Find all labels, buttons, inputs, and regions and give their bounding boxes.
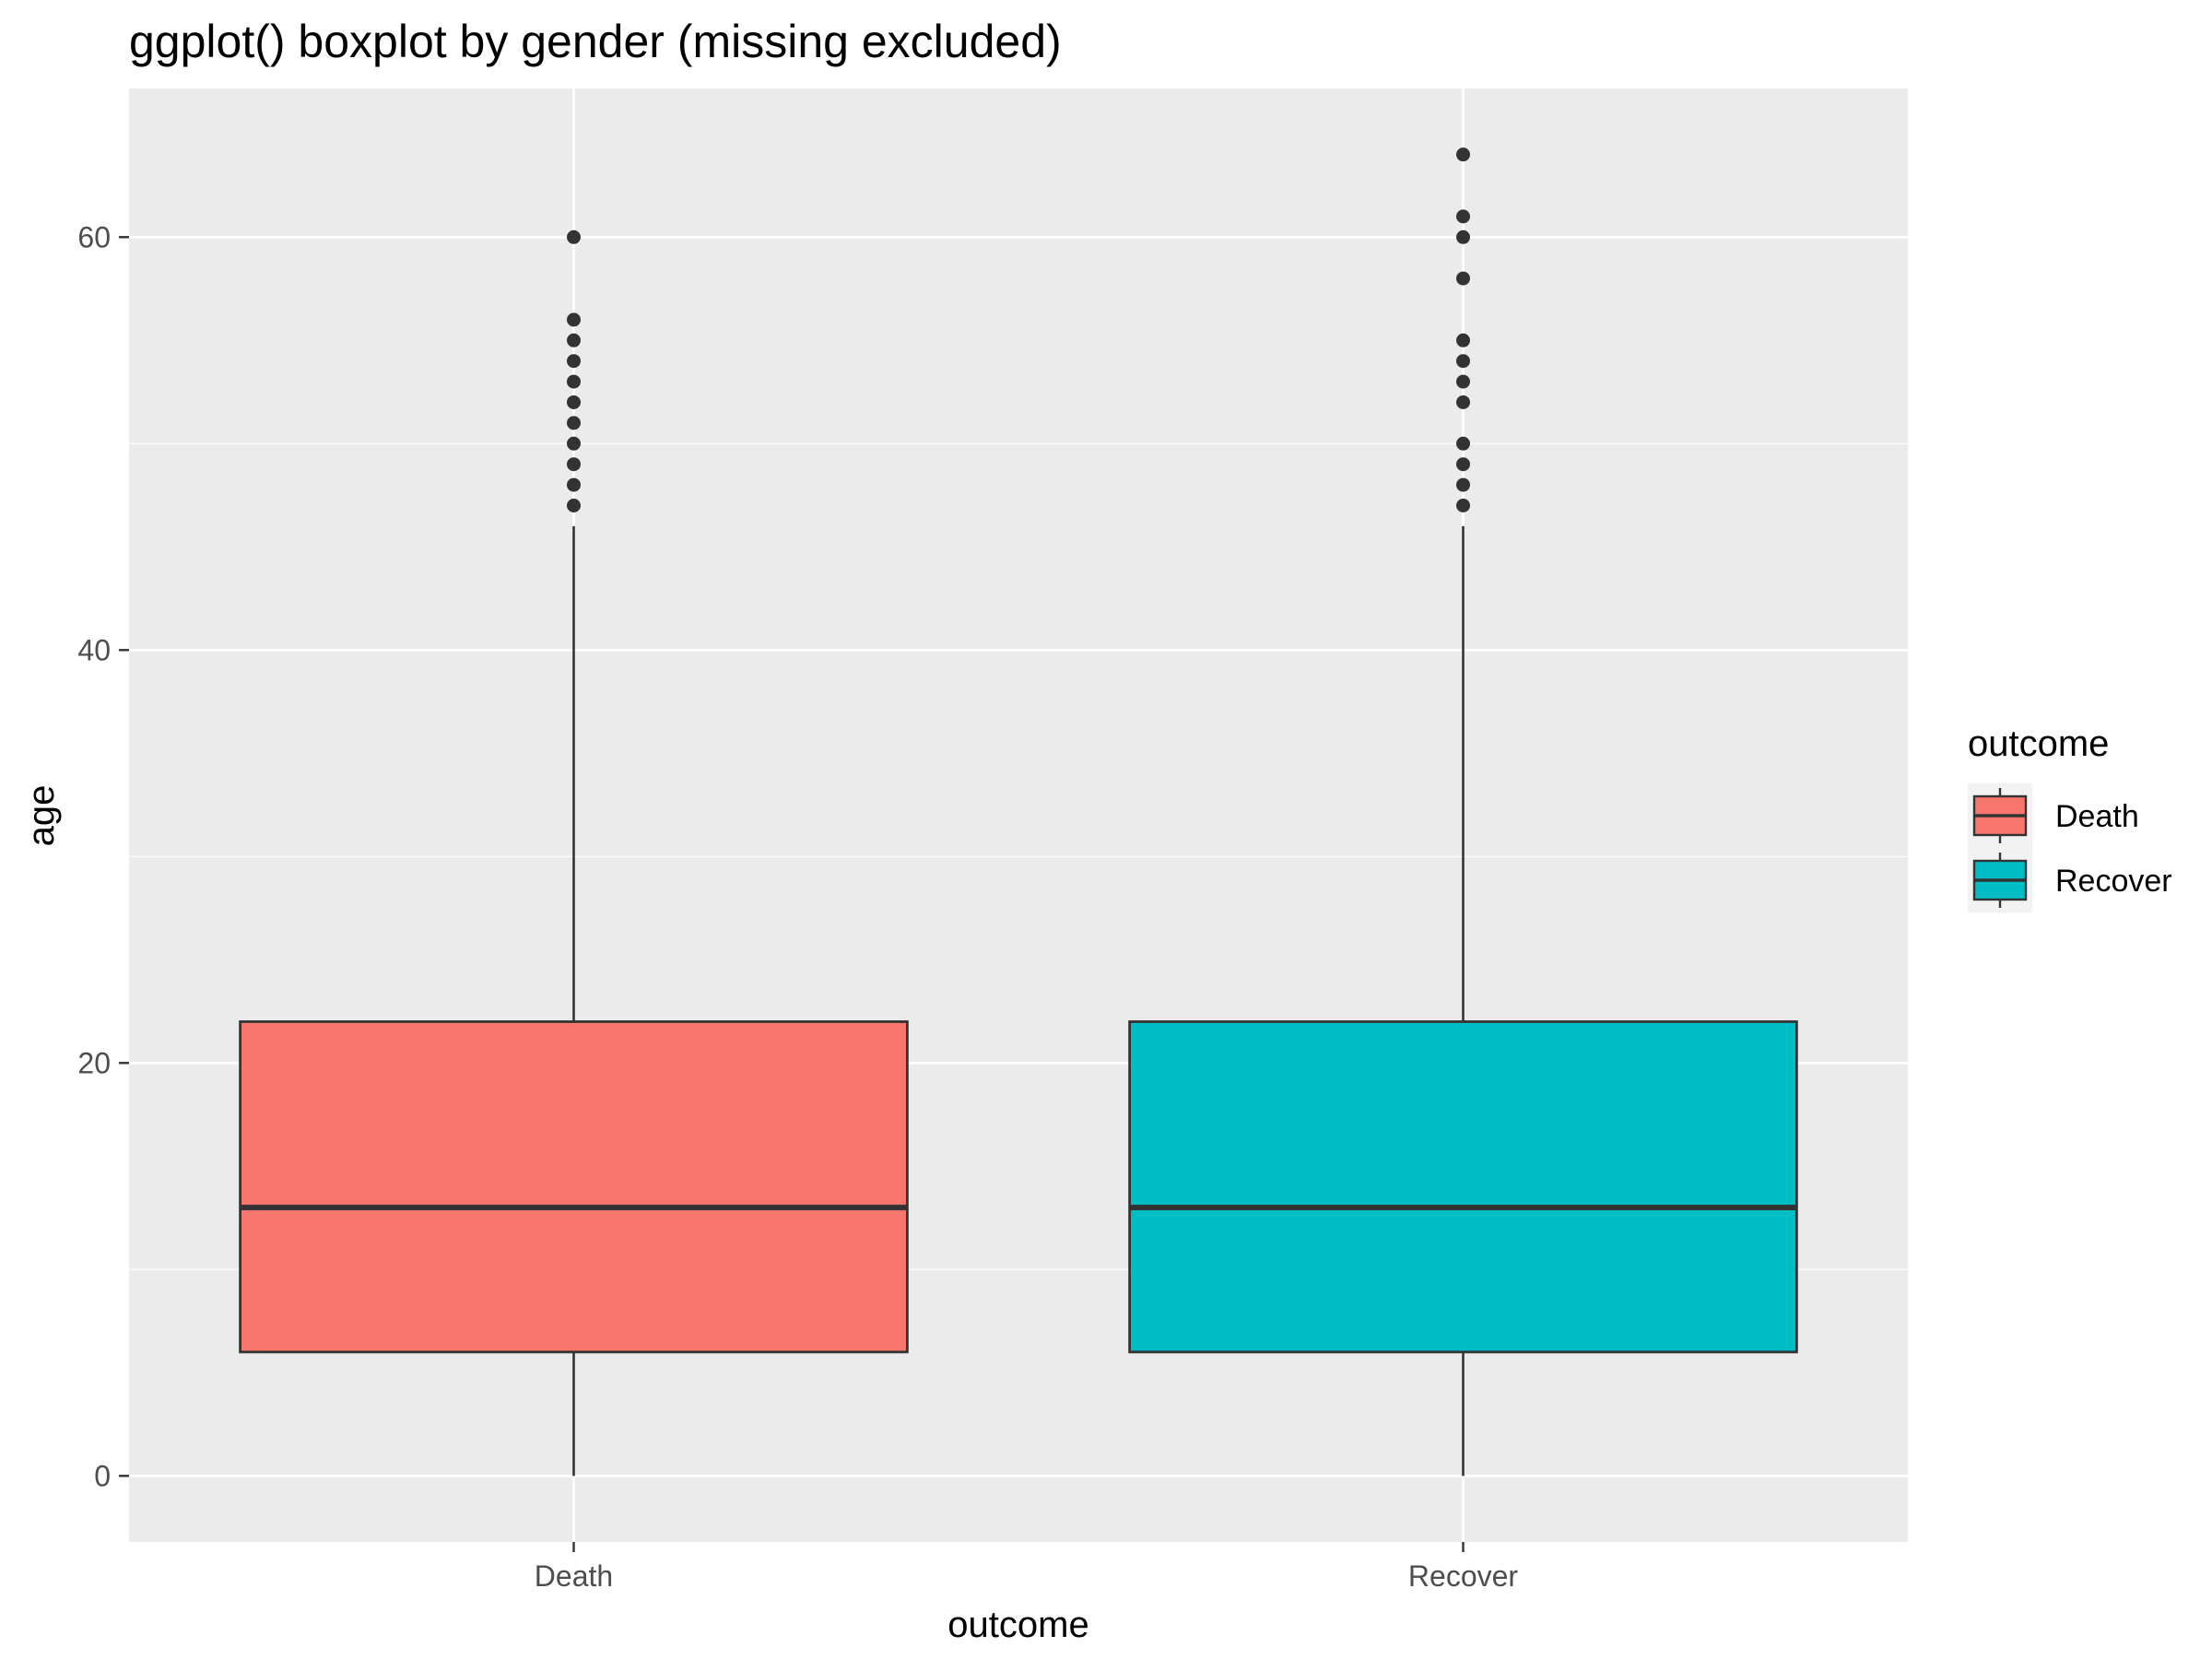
legend: outcome Death Recover bbox=[1968, 724, 2172, 912]
box-iqr bbox=[239, 1020, 909, 1354]
x-axis-title: outcome bbox=[947, 1605, 1088, 1645]
y-tick-label: 0 bbox=[94, 1459, 111, 1492]
legend-title: outcome bbox=[1968, 724, 2109, 764]
legend-item-recover: Recover bbox=[1968, 848, 2172, 912]
outlier-point bbox=[1456, 457, 1470, 472]
y-axis-title: age bbox=[21, 785, 62, 847]
outlier-point bbox=[1456, 436, 1470, 451]
outlier-point bbox=[567, 498, 581, 512]
outlier-point bbox=[567, 354, 581, 369]
outlier-point bbox=[1456, 333, 1470, 347]
outlier-point bbox=[567, 312, 581, 327]
outlier-point bbox=[1456, 147, 1470, 162]
legend-item-death: Death bbox=[1968, 783, 2139, 848]
y-tick-label: 20 bbox=[77, 1046, 111, 1079]
box-recover bbox=[1128, 147, 1798, 1477]
y-tick-label: 60 bbox=[77, 220, 111, 253]
outlier-point bbox=[1456, 354, 1470, 369]
outlier-point bbox=[1456, 394, 1470, 409]
box-death bbox=[239, 229, 909, 1477]
outlier-point bbox=[567, 394, 581, 409]
boxes-layer bbox=[239, 147, 1798, 1477]
x-axis: Death Recover bbox=[535, 1542, 1519, 1593]
legend-label: Recover bbox=[2055, 864, 2172, 899]
outlier-point bbox=[567, 229, 581, 244]
outlier-point bbox=[567, 436, 581, 451]
box-iqr bbox=[1128, 1020, 1798, 1354]
x-tick-label: Recover bbox=[1408, 1559, 1519, 1593]
outlier-point bbox=[1456, 271, 1470, 286]
outlier-point bbox=[567, 416, 581, 430]
outlier-point bbox=[567, 457, 581, 472]
outlier-point bbox=[1456, 498, 1470, 512]
y-axis: 0 20 40 60 bbox=[77, 220, 129, 1492]
outlier-point bbox=[1456, 209, 1470, 224]
outlier-point bbox=[1456, 374, 1470, 389]
outlier-point bbox=[1456, 229, 1470, 244]
x-tick-label: Death bbox=[535, 1559, 613, 1593]
outlier-point bbox=[567, 374, 581, 389]
legend-label: Death bbox=[2055, 799, 2139, 834]
chart-title: ggplot() boxplot by gender (missing excl… bbox=[129, 16, 1062, 67]
y-tick-label: 40 bbox=[77, 633, 111, 666]
outlier-point bbox=[567, 477, 581, 492]
outlier-point bbox=[567, 333, 581, 347]
outlier-point bbox=[1456, 477, 1470, 492]
